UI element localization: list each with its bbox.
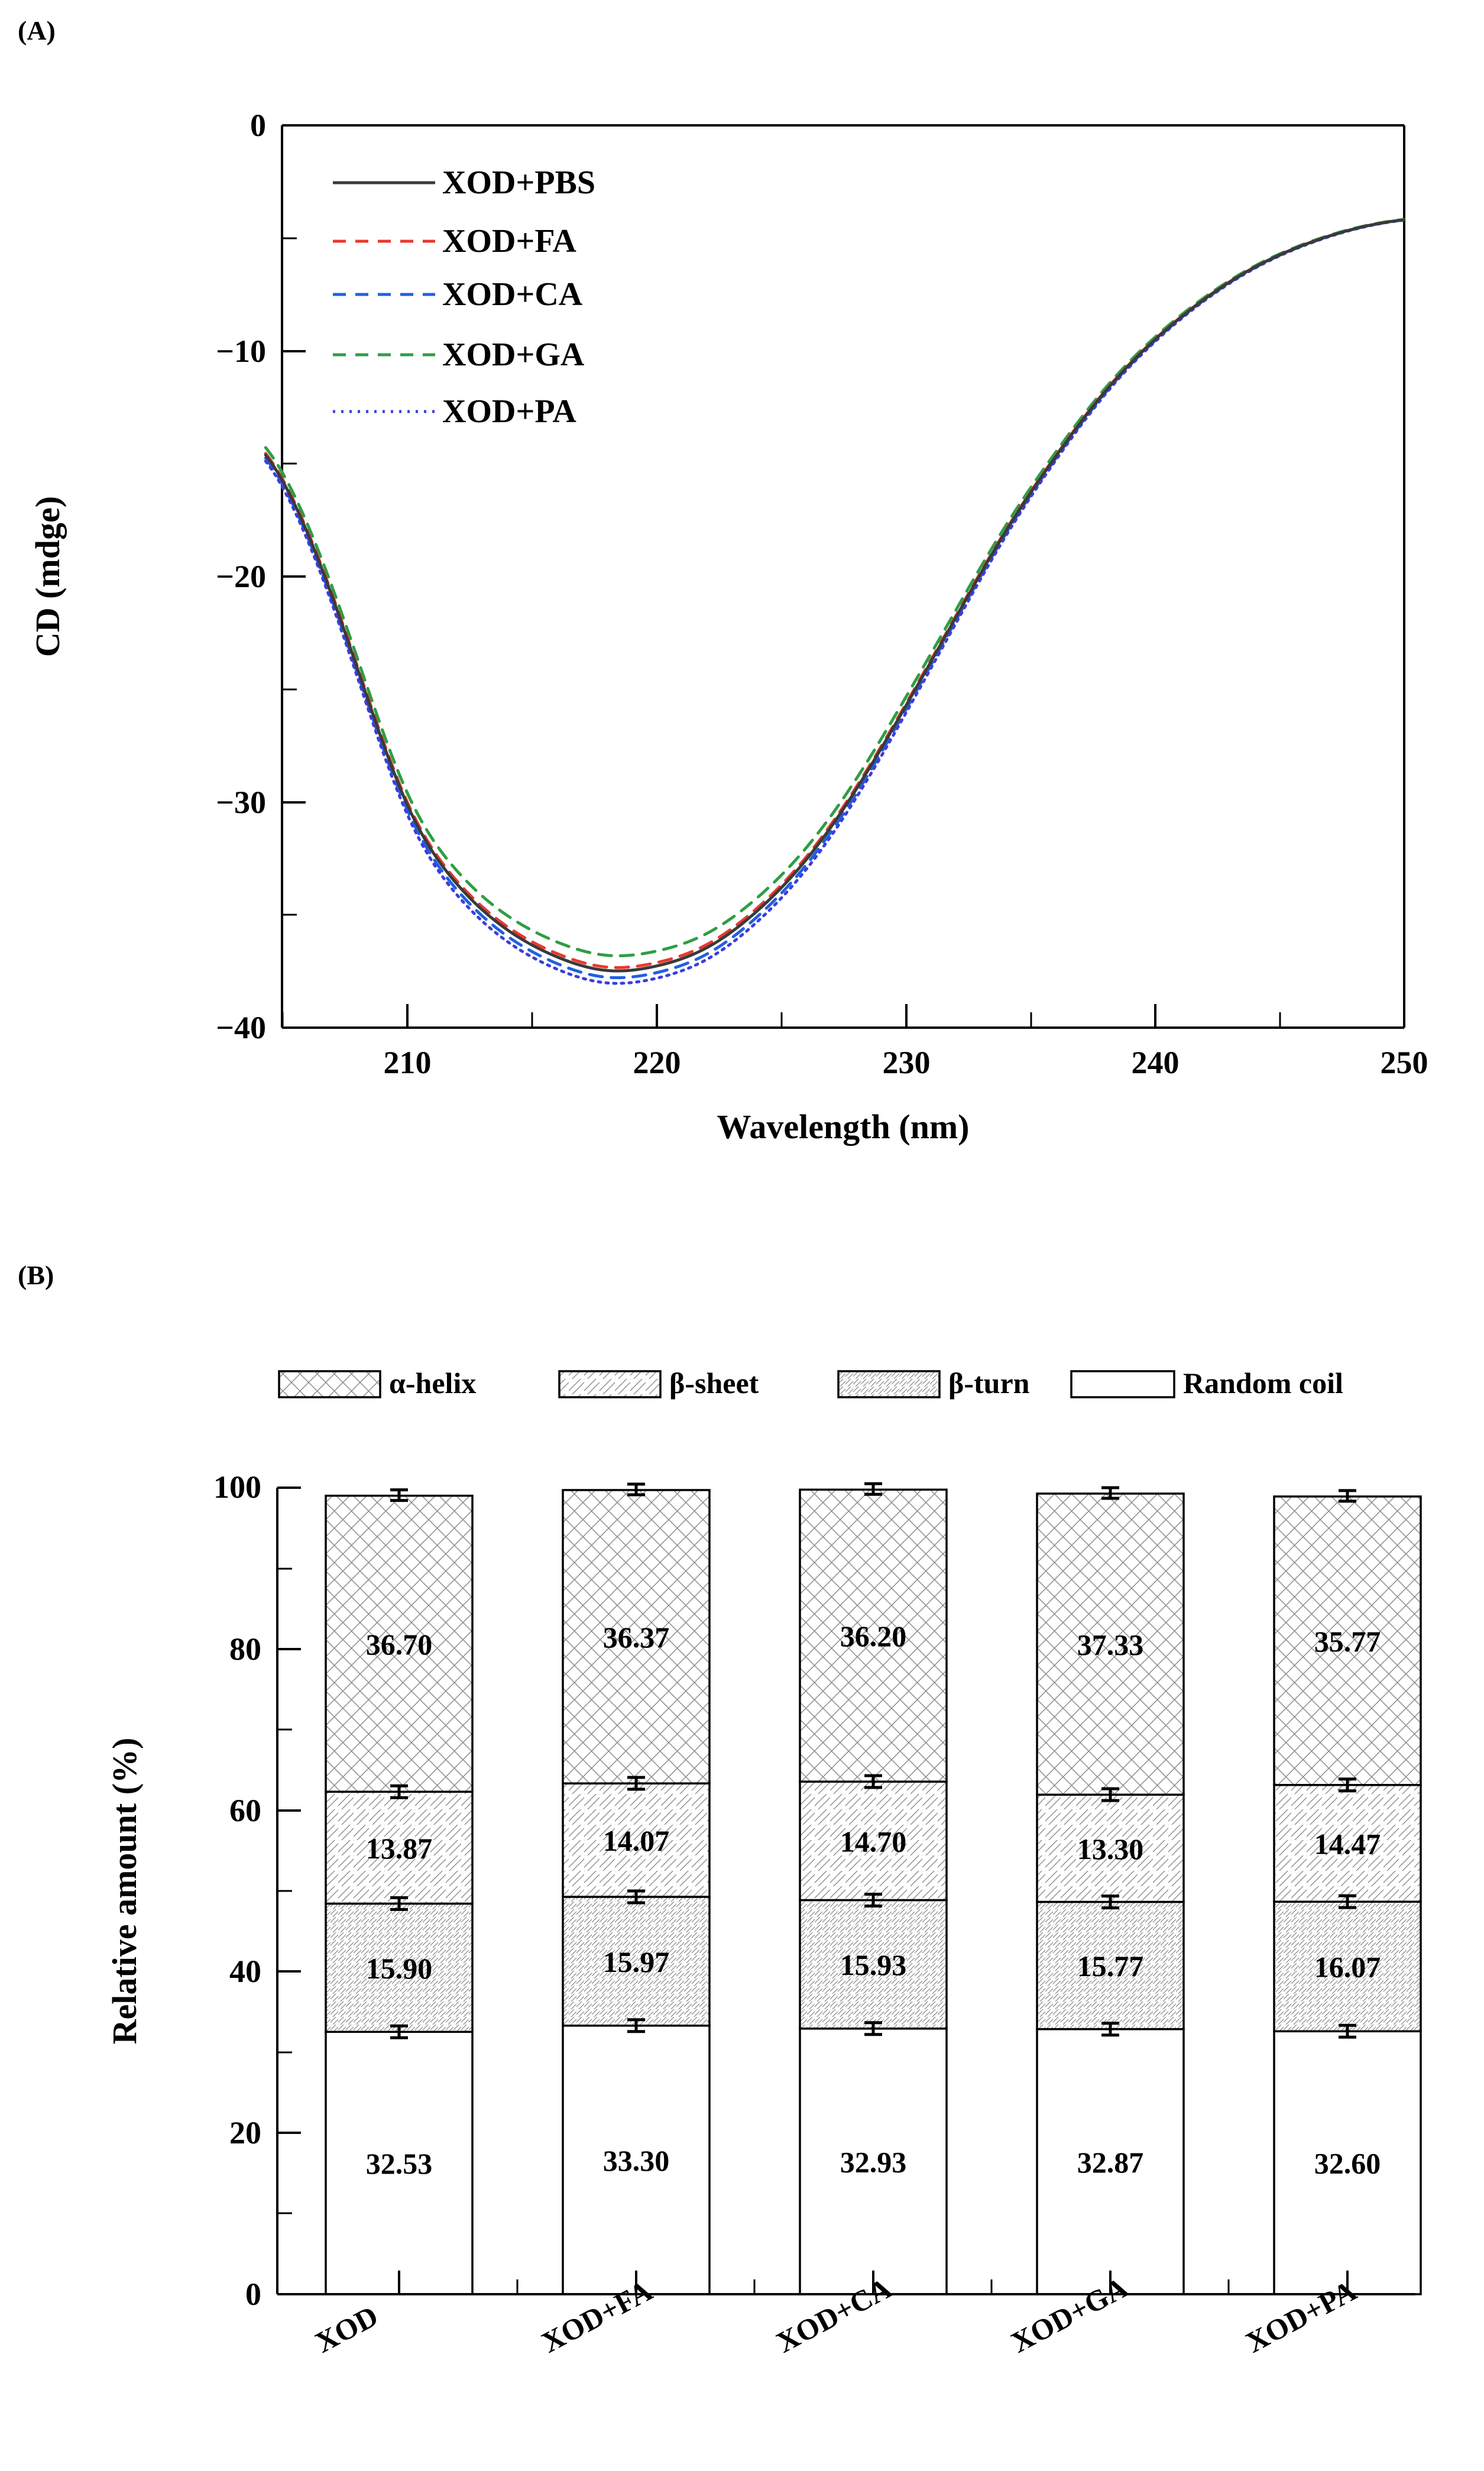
svg-text:100: 100 [213,1469,261,1505]
svg-text:14.70: 14.70 [840,1825,907,1858]
svg-text:60: 60 [229,1793,261,1828]
svg-text:15.97: 15.97 [603,1945,670,1978]
svg-text:32.93: 32.93 [840,2145,907,2178]
svg-text:220: 220 [633,1045,681,1080]
svg-text:36.70: 36.70 [366,1628,433,1661]
svg-text:15.93: 15.93 [840,1948,907,1981]
svg-text:20: 20 [229,2115,261,2151]
svg-text:15.77: 15.77 [1077,1949,1144,1983]
svg-text:240: 240 [1132,1045,1180,1080]
svg-text:32.60: 32.60 [1314,2147,1381,2180]
svg-text:XOD+FA: XOD+FA [442,223,576,260]
svg-text:35.77: 35.77 [1314,1625,1381,1658]
svg-text:80: 80 [229,1631,261,1667]
svg-text:XOD+PA: XOD+PA [442,393,576,430]
svg-text:Random coil: Random coil [1183,1366,1343,1400]
svg-text:Wavelength (nm): Wavelength (nm) [717,1107,970,1146]
svg-text:230: 230 [883,1045,931,1080]
svg-text:13.30: 13.30 [1077,1832,1144,1866]
svg-text:15.90: 15.90 [366,1952,433,1985]
svg-text:40: 40 [229,1954,261,1989]
svg-text:XOD: XOD [310,2299,383,2353]
svg-text:β-turn: β-turn [948,1366,1030,1400]
svg-text:Relative amount (%): Relative amount (%) [105,1738,144,2045]
svg-text:XOD+GA: XOD+GA [442,336,585,373]
svg-text:0: 0 [250,108,266,143]
svg-text:36.20: 36.20 [840,1620,907,1653]
svg-text:−40: −40 [216,1010,266,1045]
svg-text:16.07: 16.07 [1314,1951,1381,1984]
svg-text:14.47: 14.47 [1314,1828,1381,1861]
svg-text:250: 250 [1381,1045,1428,1080]
svg-text:0: 0 [245,2276,261,2312]
svg-text:XOD+CA: XOD+CA [442,276,583,313]
svg-text:14.07: 14.07 [603,1824,670,1857]
svg-text:−10: −10 [216,333,266,369]
svg-text:32.53: 32.53 [366,2147,433,2180]
svg-text:−30: −30 [216,785,266,820]
svg-text:37.33: 37.33 [1077,1628,1144,1662]
svg-text:33.30: 33.30 [603,2144,670,2177]
svg-text:β-sheet: β-sheet [669,1366,759,1400]
svg-text:XOD+PBS: XOD+PBS [442,164,595,201]
svg-text:α-helix: α-helix [389,1366,476,1400]
svg-text:32.87: 32.87 [1077,2146,1144,2179]
svg-text:36.37: 36.37 [603,1621,670,1654]
svg-text:13.87: 13.87 [366,1832,433,1865]
svg-text:−20: −20 [216,559,266,594]
svg-text:CD (mdge): CD (mdge) [28,496,67,657]
svg-text:210: 210 [384,1045,432,1080]
